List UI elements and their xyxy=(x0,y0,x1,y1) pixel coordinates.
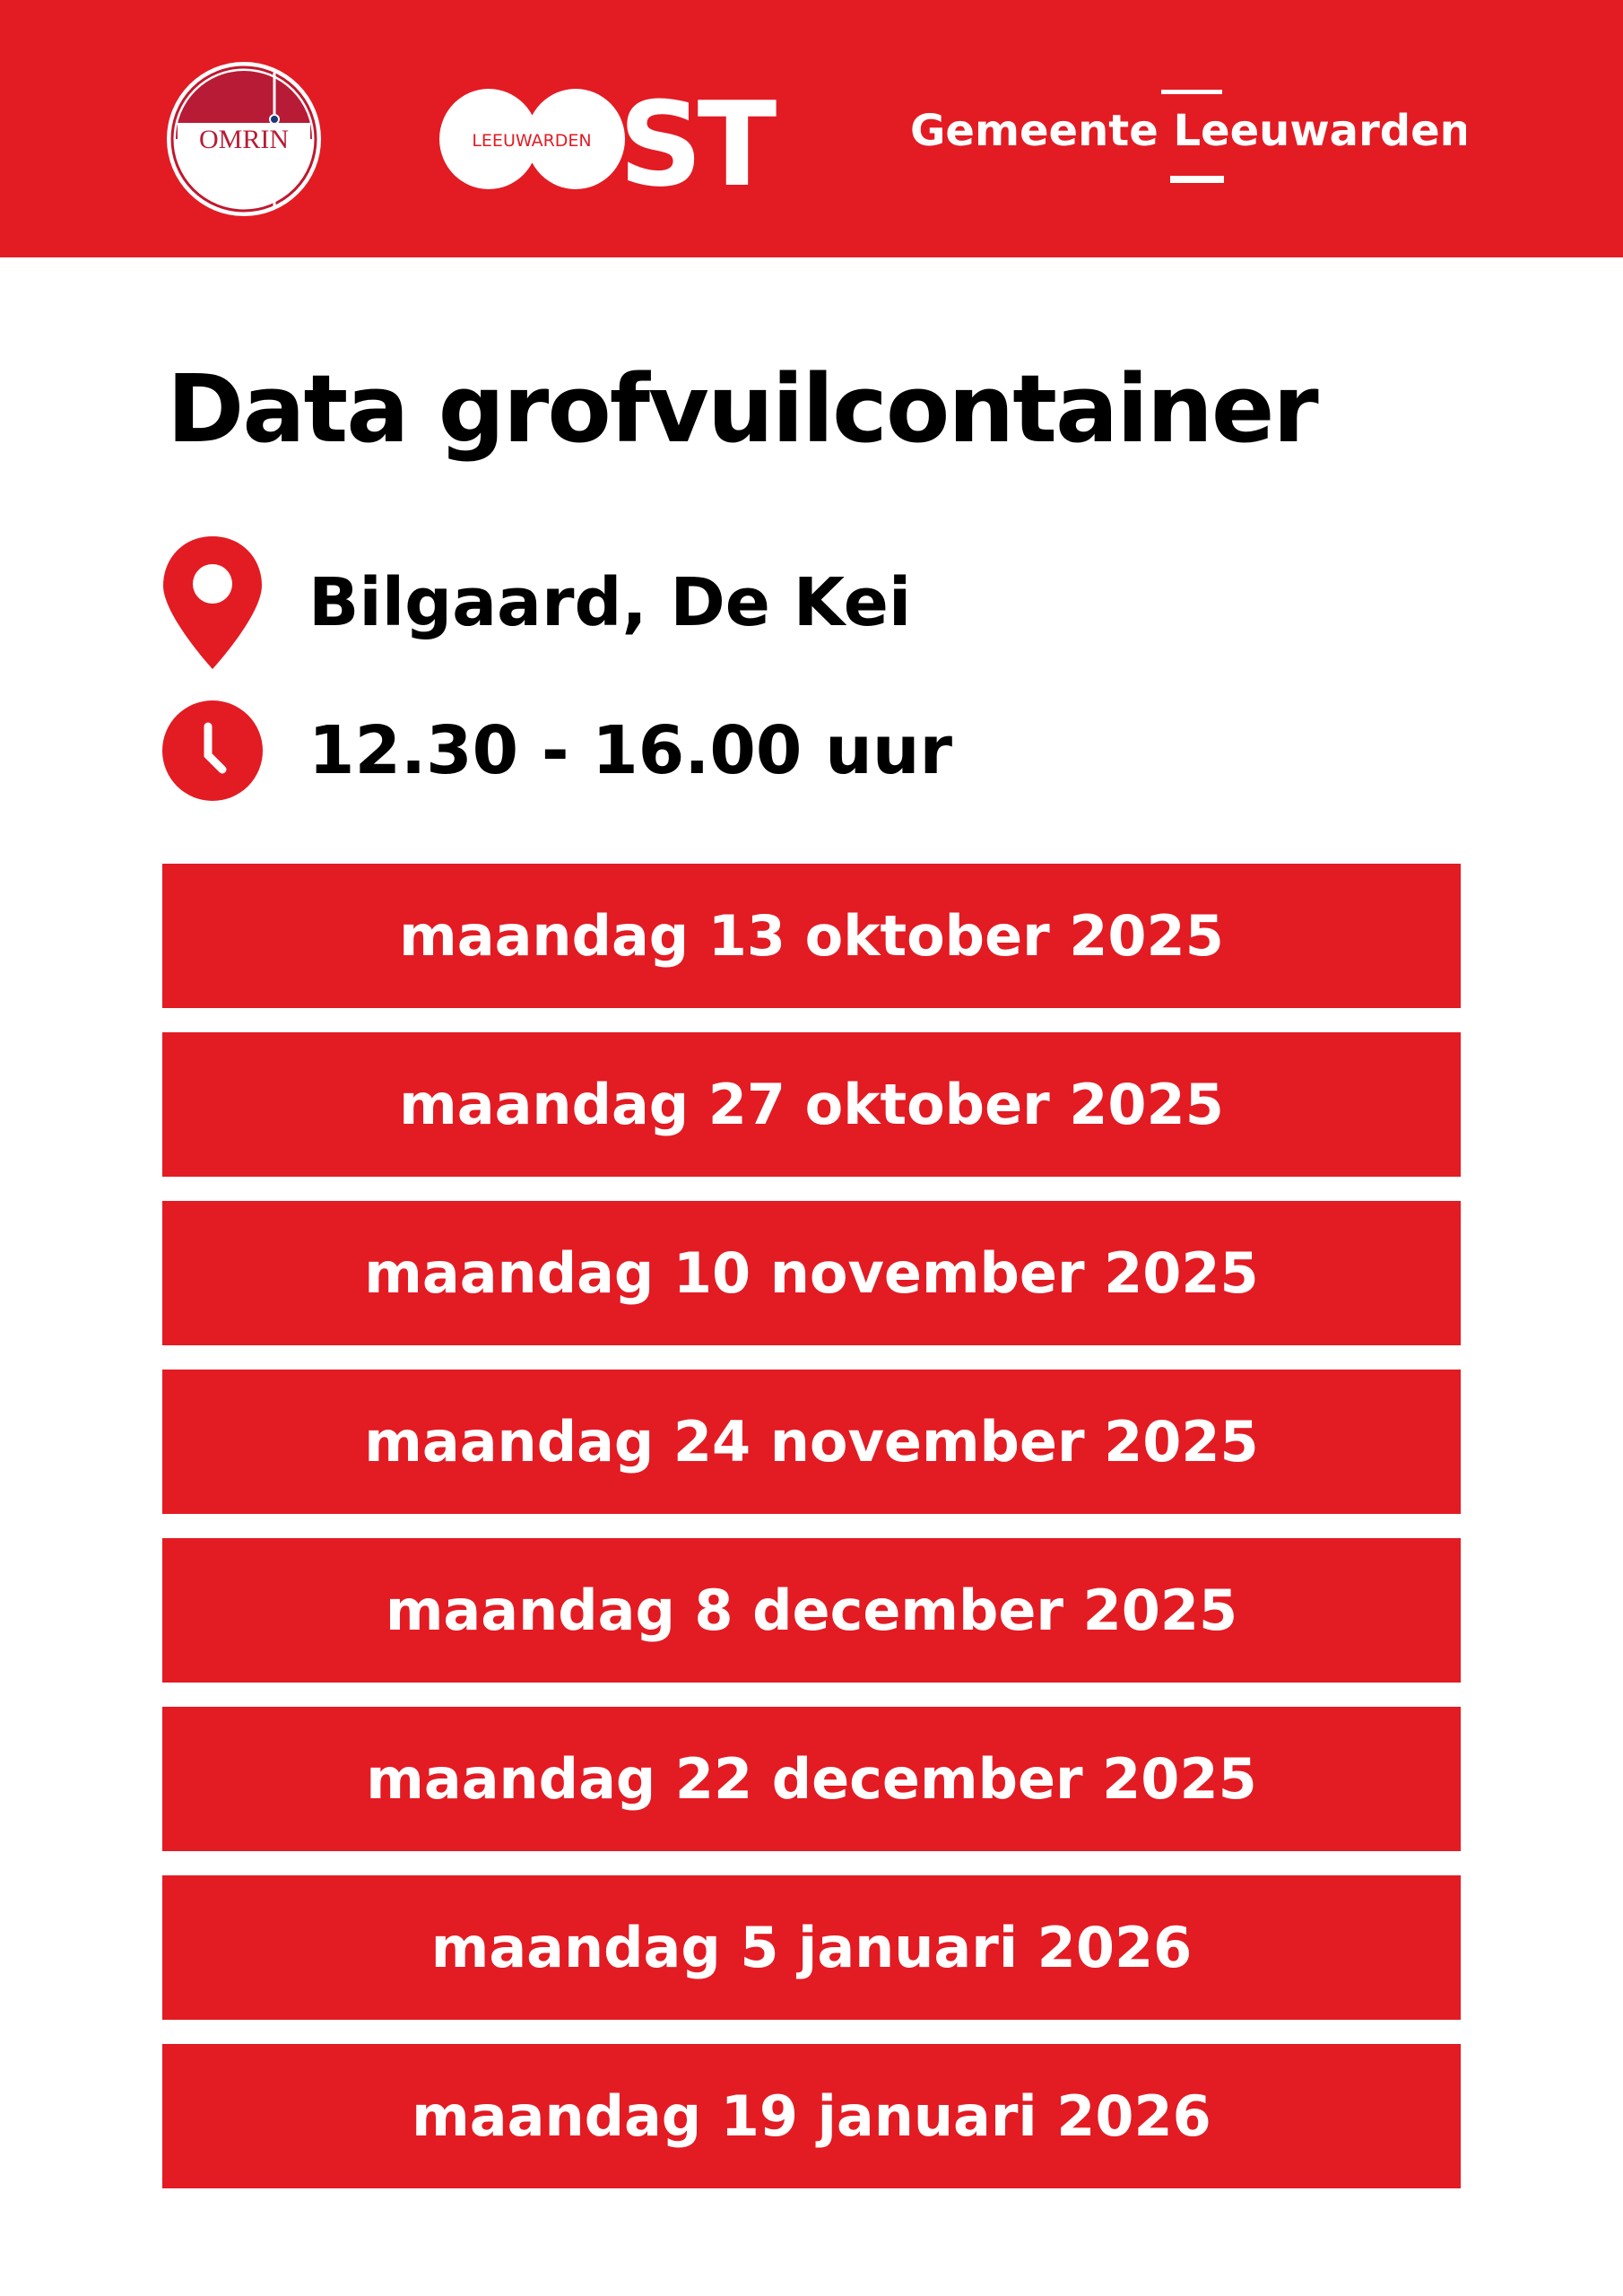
date-item: maandag 27 oktober 2025 xyxy=(162,1032,1461,1177)
omrin-logo: OMRIN xyxy=(167,62,321,216)
page-title: Data grofvuilcontainer xyxy=(167,354,1319,464)
location-row: Bilgaard, De Kei xyxy=(161,535,911,671)
header-banner: OMRIN LEEUWARDEN ST Gemeente Leeuwarden xyxy=(0,0,1623,257)
svg-text:Gemeente Leeuwarden: Gemeente Leeuwarden xyxy=(910,106,1466,156)
date-item: maandag 13 oktober 2025 xyxy=(162,864,1461,1008)
location-text: Bilgaard, De Kei xyxy=(308,564,912,641)
svg-text:OMRIN: OMRIN xyxy=(199,125,289,154)
date-item: maandag 19 januari 2026 xyxy=(162,2044,1461,2188)
time-row: 12.30 - 16.00 uur xyxy=(161,700,952,802)
date-item: maandag 22 december 2025 xyxy=(162,1707,1461,1851)
map-pin-icon xyxy=(163,536,262,669)
gemeente-leeuwarden-logo: Gemeente Leeuwarden xyxy=(910,90,1466,183)
svg-text:LEEUWARDEN: LEEUWARDEN xyxy=(472,131,591,151)
date-list: maandag 13 oktober 2025 maandag 27 oktob… xyxy=(162,864,1461,2213)
date-item: maandag 8 december 2025 xyxy=(162,1538,1461,1683)
date-item: maandag 24 november 2025 xyxy=(162,1370,1461,1514)
oost-leeuwarden-logo: LEEUWARDEN ST xyxy=(439,86,782,192)
clock-icon xyxy=(162,700,263,801)
time-text: 12.30 - 16.00 uur xyxy=(308,712,952,789)
date-item: maandag 5 januari 2026 xyxy=(162,1875,1461,2020)
svg-text:ST: ST xyxy=(619,86,777,192)
date-item: maandag 10 november 2025 xyxy=(162,1201,1461,1345)
